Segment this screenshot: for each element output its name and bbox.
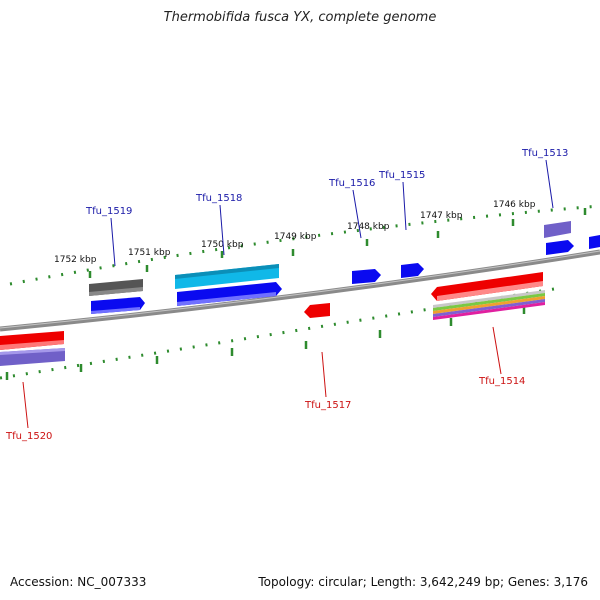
reverse-features bbox=[0, 272, 545, 366]
feature-tfu-1512[interactable] bbox=[589, 235, 600, 249]
accession-info: Accession: NC_007333 bbox=[10, 575, 146, 589]
gene-label-tfu-1514[interactable]: Tfu_1514 bbox=[478, 376, 525, 387]
length-value: 3,642,249 bp bbox=[419, 575, 500, 589]
feature-tfu-1520-shade bbox=[0, 340, 64, 350]
genes-label: Genes: bbox=[507, 575, 550, 589]
feature-tfu-1513-purple[interactable] bbox=[544, 221, 571, 238]
accession-label: Accession: bbox=[10, 575, 74, 589]
feature-tfu-1514-band-magenta bbox=[433, 302, 545, 320]
feature-tfu-1516[interactable] bbox=[352, 269, 381, 284]
feature-tfu-1518-cyan-band bbox=[175, 264, 279, 279]
gene-labels: Tfu_1519 Tfu_1518 Tfu_1516 Tfu_1515 Tfu_… bbox=[5, 148, 568, 442]
leader-line bbox=[219, 204, 225, 256]
length-label: Length: bbox=[370, 575, 417, 589]
gene-label-tfu-1519[interactable]: Tfu_1519 bbox=[85, 206, 132, 217]
leader-line bbox=[492, 326, 502, 375]
scale-label: 1752 kbp bbox=[54, 255, 97, 265]
feature-tfu-1518-shade bbox=[177, 292, 276, 306]
scale-label: 1749 kbp bbox=[274, 232, 317, 242]
feature-tfu-1515[interactable] bbox=[401, 263, 424, 278]
map-title: Thermobifida fusca YX, complete genome bbox=[163, 10, 437, 25]
major-ticks-inner bbox=[5, 306, 526, 380]
genome-stats: Topology: circular; Length: 3,642,249 bp… bbox=[258, 575, 588, 589]
leader-line bbox=[402, 181, 407, 231]
leader-line bbox=[22, 381, 29, 429]
leader-line bbox=[321, 351, 327, 398]
feature-tfu-1513[interactable] bbox=[546, 240, 574, 255]
major-ticks bbox=[88, 208, 587, 278]
feature-tfu-1519-gray-shade bbox=[89, 287, 143, 296]
label-leaders bbox=[22, 159, 554, 429]
leader-line bbox=[110, 217, 116, 267]
scale-label: 1748 kbp bbox=[347, 222, 390, 232]
feature-tfu-1514-shade bbox=[437, 281, 543, 301]
topology-value: circular bbox=[318, 575, 363, 589]
genome-backbone-highlight bbox=[0, 250, 600, 329]
leader-line bbox=[545, 159, 554, 209]
scale-label: 1746 kbp bbox=[493, 200, 536, 210]
gene-label-tfu-1515[interactable]: Tfu_1515 bbox=[378, 170, 425, 181]
feature-tfu-1520-purple-top bbox=[0, 348, 65, 355]
gene-label-tfu-1516[interactable]: Tfu_1516 bbox=[328, 178, 375, 189]
feature-tfu-1514-band-green bbox=[433, 293, 545, 311]
feature-tfu-1517[interactable] bbox=[304, 303, 330, 318]
leader-line bbox=[352, 189, 362, 239]
gene-label-tfu-1513[interactable]: Tfu_1513 bbox=[521, 148, 568, 159]
gene-label-tfu-1520[interactable]: Tfu_1520 bbox=[5, 431, 52, 442]
gene-label-tfu-1518[interactable]: Tfu_1518 bbox=[195, 193, 242, 204]
scale-label: 1747 kbp bbox=[420, 211, 463, 221]
feature-tfu-1519-shade bbox=[91, 307, 140, 314]
gene-label-tfu-1517[interactable]: Tfu_1517 bbox=[304, 400, 351, 411]
feature-tfu-1514-band-gray bbox=[433, 290, 545, 308]
topology-label: Topology: bbox=[258, 575, 315, 589]
feature-tfu-1514-band-orange bbox=[433, 296, 545, 314]
genome-backbone bbox=[0, 249, 600, 332]
scale-labels: 1752 kbp 1751 kbp 1750 kbp 1749 kbp 1748… bbox=[54, 200, 536, 265]
genes-count: 3,176 bbox=[553, 575, 588, 589]
scale-label: 1750 kbp bbox=[201, 240, 244, 250]
forward-tick-ruler bbox=[9, 204, 600, 286]
feature-tfu-1514-band-purple bbox=[433, 299, 545, 317]
forward-features bbox=[89, 221, 600, 314]
accession-value: NC_007333 bbox=[77, 575, 147, 589]
scale-label: 1751 kbp bbox=[128, 248, 171, 258]
